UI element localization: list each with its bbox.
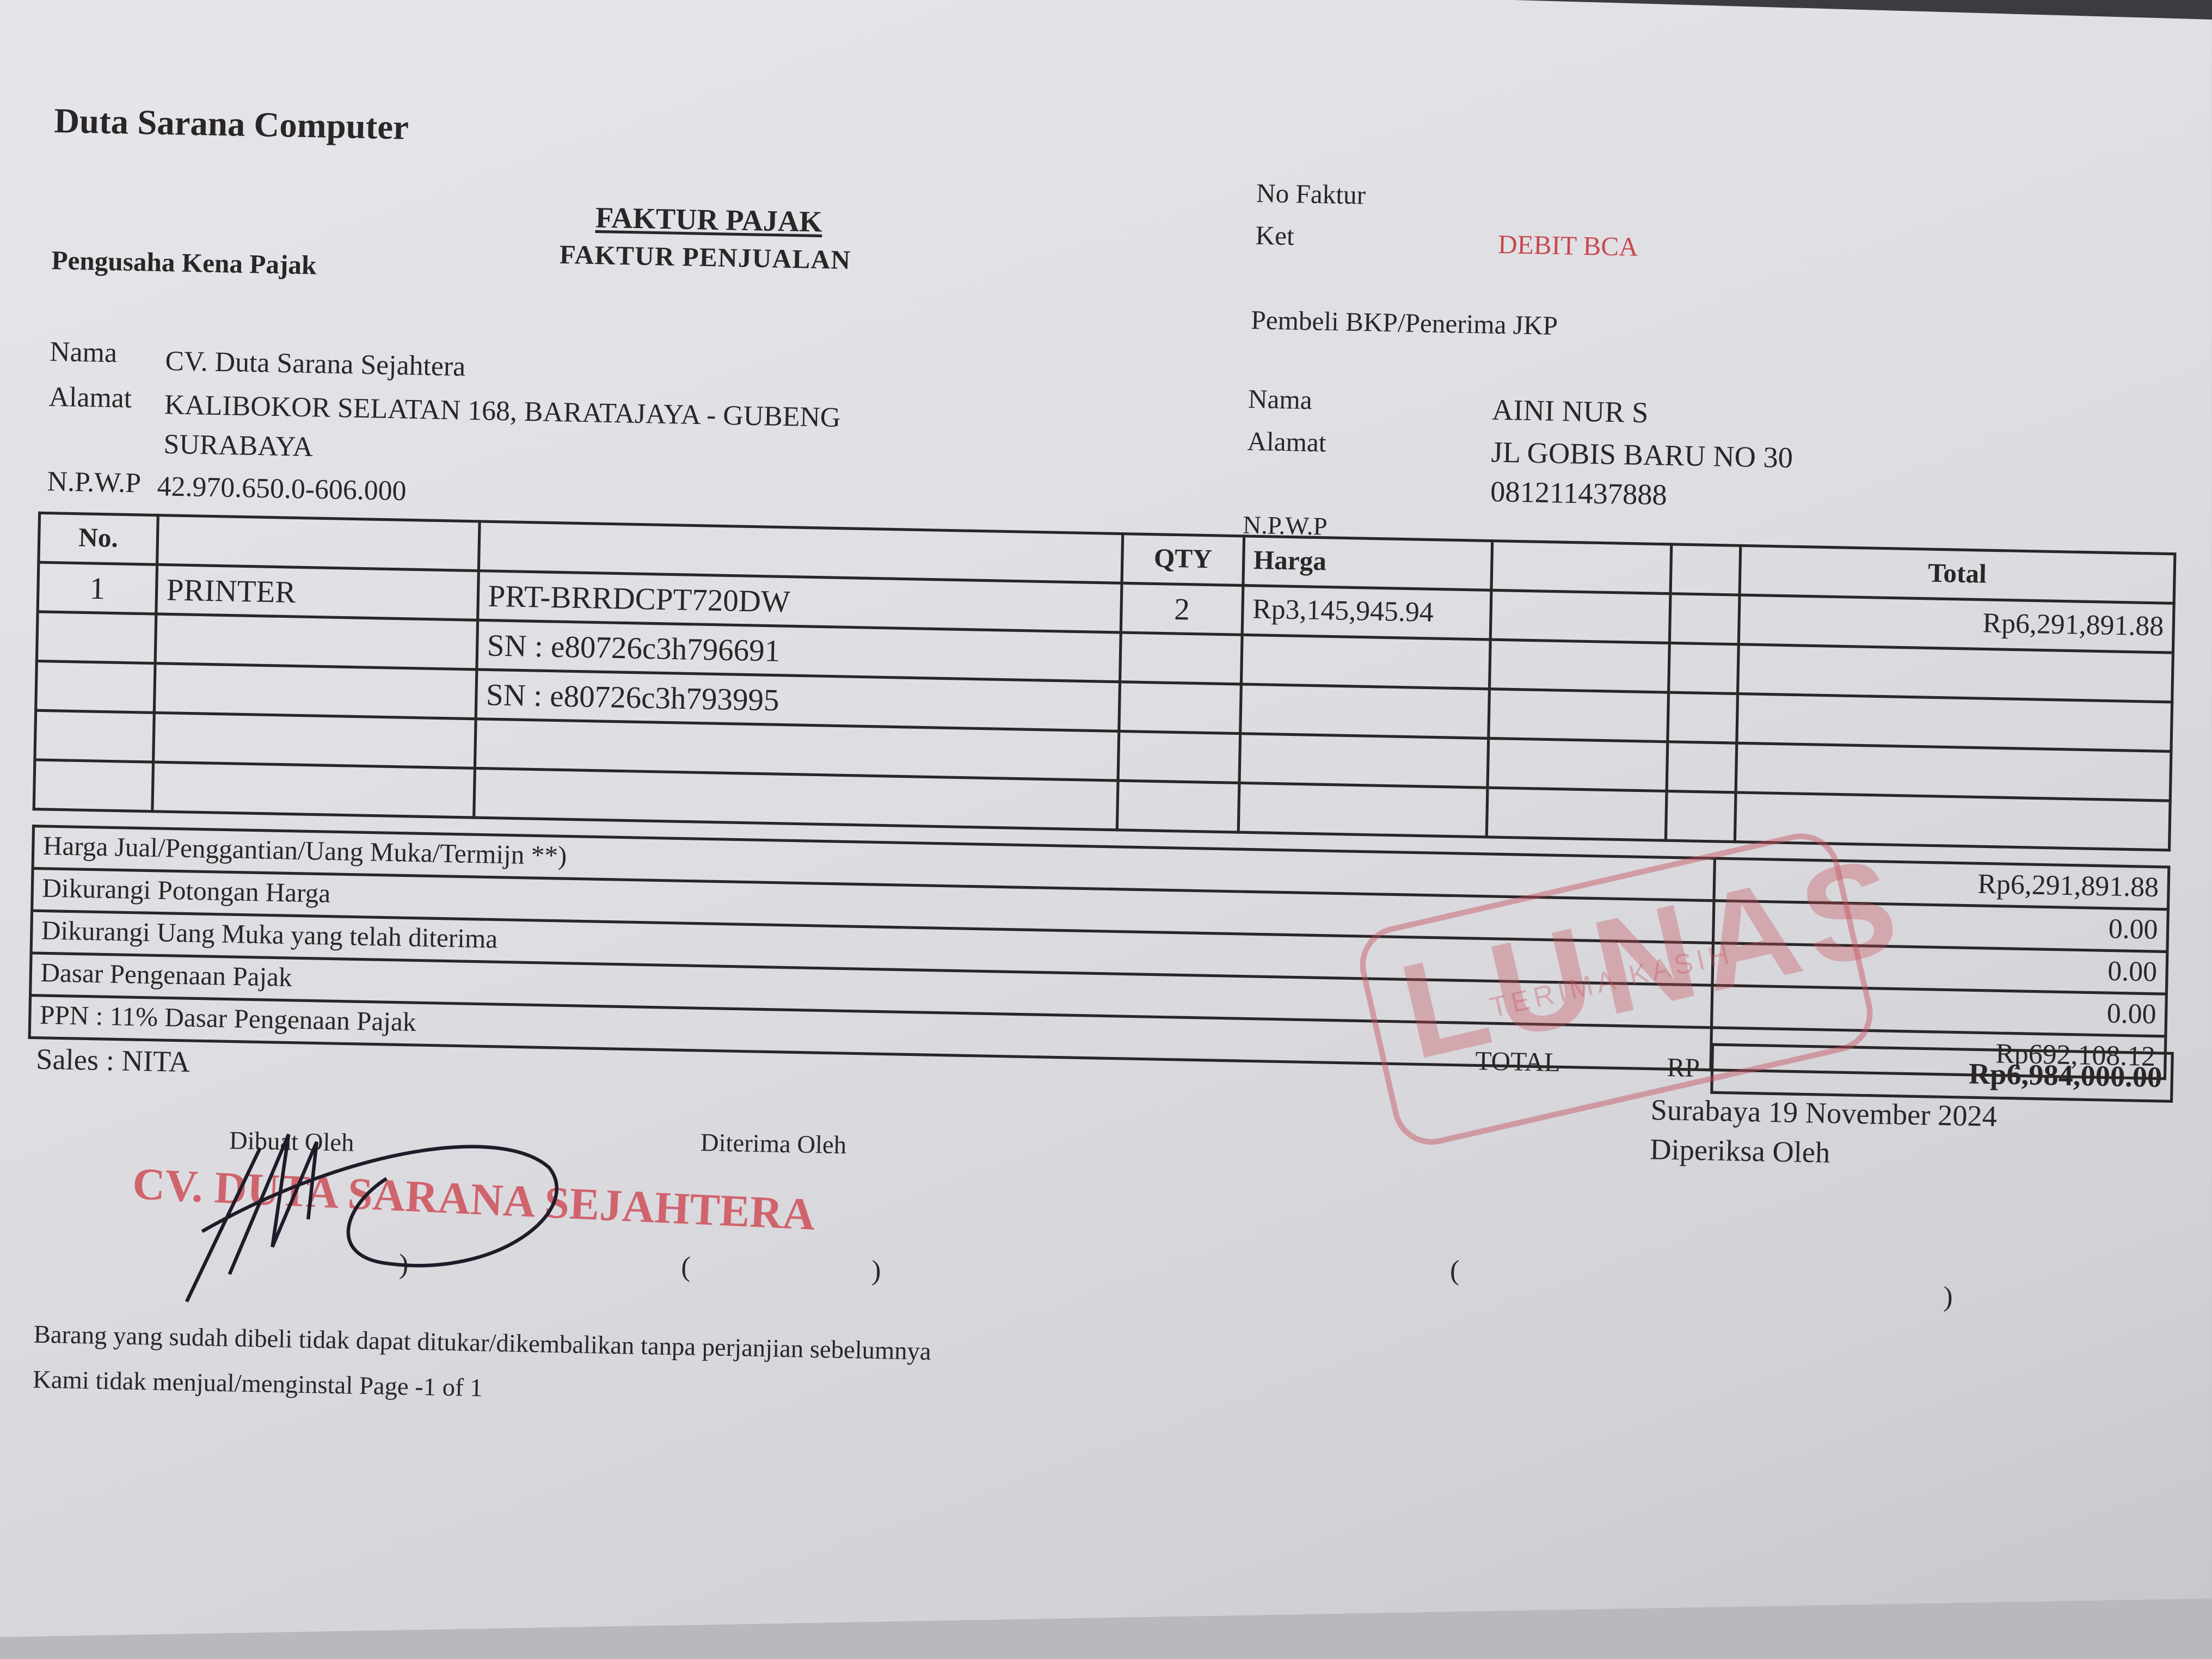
- sales: Sales : NITA: [35, 1042, 191, 1079]
- paren-open: (: [680, 1252, 691, 1283]
- document-subtitle: FAKTUR PENJUALAN: [559, 241, 851, 276]
- footer-note-2: Kami tidak menjual/menginstal Page -1 of…: [32, 1365, 483, 1402]
- row-total: Rp6,291,891.88: [1738, 595, 2174, 653]
- buyer-address: JL GOBIS BARU NO 30: [1491, 435, 1793, 475]
- document-title: FAKTUR PAJAK: [595, 200, 823, 239]
- received-by-label: Diterima Oleh: [700, 1128, 847, 1159]
- seller-heading: Pengusaha Kena Pajak: [51, 246, 317, 281]
- row-no: 1: [38, 562, 157, 614]
- place-date: Surabaya 19 November 2024: [1650, 1092, 1998, 1134]
- items-table: No. QTY Harga Total 1 PRINTER PRT-BRRDCP…: [33, 512, 2177, 852]
- seller-npwp-label: N.P.W.P: [47, 466, 142, 500]
- ket-label: Ket: [1255, 222, 1295, 253]
- company-name: Duta Sarana Computer: [53, 102, 409, 148]
- header-total: Total: [1740, 545, 2175, 604]
- row-name: PRINTER: [156, 564, 479, 620]
- buyer-name-label: Nama: [1248, 385, 1313, 416]
- sales-label: Sales: [35, 1042, 99, 1077]
- header-price: Harga: [1243, 536, 1492, 591]
- seller-name: CV. Duta Sarana Sejahtera: [164, 346, 466, 383]
- buyer-name: AINI NUR S: [1491, 392, 1649, 430]
- row-qty: 2: [1121, 583, 1243, 635]
- buyer-heading: Pembeli BKP/Penerima JKP: [1250, 306, 1558, 342]
- signature: [185, 1133, 558, 1302]
- row-price: Rp3,145,945.94: [1242, 585, 1491, 640]
- seller-address-line2: SURABAYA: [163, 429, 314, 463]
- header-qty: QTY: [1122, 533, 1244, 586]
- buyer-address-label: Alamat: [1247, 427, 1326, 459]
- buyer-phone: 081211437888: [1490, 474, 1668, 512]
- invoice-no-label: No Faktur: [1256, 179, 1366, 211]
- checked-by-label: Diperiksa Oleh: [1649, 1132, 1830, 1170]
- paren-open: (: [1449, 1255, 1460, 1287]
- paren-close: ): [1943, 1281, 1953, 1313]
- seller-name-label: Nama: [49, 336, 118, 370]
- seller-npwp: 42.970.650.0-606.000: [157, 471, 407, 507]
- header-no: No.: [38, 513, 158, 565]
- sales-name: NITA: [121, 1043, 191, 1079]
- seller-address-label: Alamat: [48, 382, 132, 415]
- seller-address-line1: KALIBOKOR SELATAN 168, BARATAJAYA - GUBE…: [164, 390, 841, 434]
- paren-close: ): [871, 1255, 882, 1287]
- ket-value: DEBIT BCA: [1497, 230, 1639, 263]
